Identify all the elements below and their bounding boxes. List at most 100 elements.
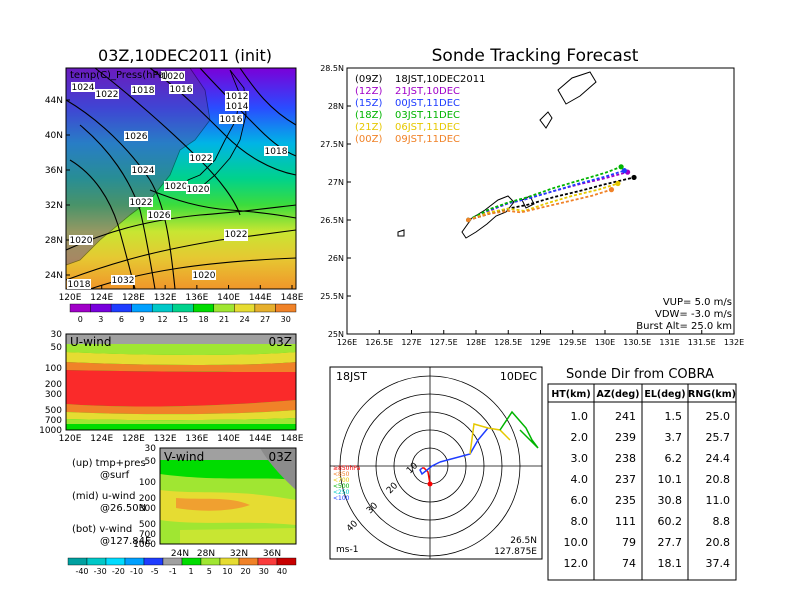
panel-notes: (up) tmp+pres @surf (mid) u-wind @26.50N…: [72, 458, 151, 547]
isobar-label-box: [67, 279, 91, 289]
table-cell: 10.1: [658, 473, 683, 486]
vwind-p-label: 1000: [133, 540, 156, 550]
wind-colorbar-label: -5: [151, 567, 159, 576]
level-legend-item: <250: [333, 489, 350, 496]
uwind-p-label: 1000: [39, 426, 62, 436]
legend-code: (18Z): [355, 110, 382, 121]
map-lat-label: 28N: [45, 236, 63, 246]
legend-code: (21Z): [355, 122, 382, 133]
wind-colorbar-segment: [276, 557, 297, 566]
uwind-p-label: 50: [51, 343, 63, 353]
isobar-label-box: [111, 275, 135, 285]
vwind-layer: [260, 448, 296, 490]
wind-colorbar-segment: [200, 557, 221, 566]
islands: [397, 71, 597, 239]
isobar-label-box: [124, 131, 148, 141]
map-lon-label: 136E: [185, 293, 208, 303]
vwind-lat-label: 36N: [263, 549, 281, 559]
track-x-label: 130.5E: [623, 338, 651, 347]
isobar-label: 1016: [220, 115, 243, 125]
track-x-label: 131E: [659, 338, 679, 347]
track-x-label: 128E: [466, 338, 486, 347]
uwind-p-label: 300: [45, 390, 62, 400]
uwind-p-label: 30: [51, 330, 63, 340]
hodograph-upper: [439, 427, 489, 463]
table-cell: 37.4: [706, 557, 731, 570]
table-cell: 111: [615, 515, 636, 528]
uwind-p-label: 700: [45, 416, 62, 426]
table-header: RNG(km): [688, 389, 736, 400]
table-cell: 235: [615, 494, 636, 507]
colorbar-segment: [90, 303, 112, 313]
wind-colorbar-segment: [124, 557, 145, 566]
vwind-p-label: 200: [139, 494, 156, 504]
colorbar-segment: [151, 303, 173, 313]
table-cell: 237: [615, 473, 636, 486]
isobar-label-box: [71, 82, 95, 92]
right-title: Sonde Tracking Forecast: [432, 46, 639, 66]
map-lon-label: 124E: [90, 293, 113, 303]
isobar-label: 1014: [226, 102, 249, 112]
wind-colorbar-label: 1: [189, 567, 194, 576]
track-series-line: [467, 165, 622, 221]
track-param: VDW= -3.0 m/s: [655, 309, 732, 320]
wind-colorbar-segment: [257, 557, 278, 566]
track-y-label: 27.5N: [320, 140, 344, 149]
table-cell: 6.0: [571, 494, 589, 507]
table-cell: 30.8: [658, 494, 683, 507]
legend-code: (00Z): [355, 134, 382, 145]
level-legend-item: <700: [333, 477, 350, 484]
map-lon-label: 132E: [154, 293, 177, 303]
map-lon-label: 128E: [122, 293, 145, 303]
surface-map-panel: 120E 124E 128E 132E 136E 140E 144E 148E44N40N36…: [45, 67, 304, 324]
legend-label: 03JST,11DEC: [395, 110, 460, 121]
table-cell: 3.0: [571, 452, 589, 465]
uwind-lon-label: 144E: [249, 434, 272, 444]
isobar-label: 1022: [225, 230, 248, 240]
map-tick-labels: 120E 124E 128E 132E 136E 140E 144E 148E 44N 40N 36…: [45, 96, 304, 303]
isobar-label-box: [164, 181, 188, 191]
map-lon-label: 140E: [217, 293, 240, 303]
table-cell: 11.0: [706, 494, 731, 507]
uwind-time: 03Z: [269, 335, 293, 349]
vwind-layer: [180, 528, 296, 544]
uwind-lon-label: 148E: [281, 434, 304, 444]
table-cell: 24.4: [706, 452, 731, 465]
track-series: [466, 164, 637, 223]
uwind-layer: [66, 344, 296, 355]
wind-colorbar-label: -20: [112, 567, 125, 576]
isobar-label-box: [219, 114, 243, 124]
wind-colorbar-label: 40: [277, 567, 287, 576]
isobar-label: 1024: [132, 166, 155, 176]
uwind-lon-label: 128E: [122, 434, 145, 444]
note-line: @26.50N: [100, 503, 146, 514]
track-x-label: 129E: [530, 338, 550, 347]
wind-colorbar-segment: [162, 557, 183, 566]
vwind-p-label: 700: [139, 530, 156, 540]
uwind-p-label: 500: [45, 406, 62, 416]
wind-colorbar-label: 20: [241, 567, 251, 576]
temperature-colorbar: 0 3 6 9 12 15 18 21 24 27 30: [69, 303, 297, 324]
isobar-label: 1020: [165, 182, 188, 192]
note-line: (mid) u-wind: [72, 491, 135, 502]
track-series-line: [468, 176, 635, 221]
wind-colorbar-segment: [105, 557, 126, 566]
map-lat-label: 24N: [45, 271, 63, 281]
isobar-label: 1026: [125, 132, 148, 142]
uwind-layer: [66, 410, 296, 421]
isobar-label-box: [161, 71, 185, 81]
isobar-label-box: [224, 229, 248, 239]
track-param: VUP= 5.0 m/s: [663, 297, 732, 308]
cobra-table: Sonde Dir from COBRA HT(km) AZ(deg) EL(deg…: [547, 367, 737, 581]
track-x-label: 132E: [724, 338, 744, 347]
vwind-lat-label: 32N: [230, 549, 248, 559]
colorbar-segment: [69, 303, 91, 313]
legend-label: 18JST,10DEC2011: [395, 74, 485, 85]
track-legend: (09Z) 18JST,10DEC2011 (12Z) 21JST,10DEC (15Z…: [355, 74, 485, 145]
colorbar-label: 24: [240, 315, 250, 324]
colorbar-label: 3: [98, 315, 103, 324]
isobar-label-box: [264, 146, 288, 156]
map-lon-label: 120E: [59, 293, 82, 303]
vwind-lat-label: 28N: [197, 549, 215, 559]
